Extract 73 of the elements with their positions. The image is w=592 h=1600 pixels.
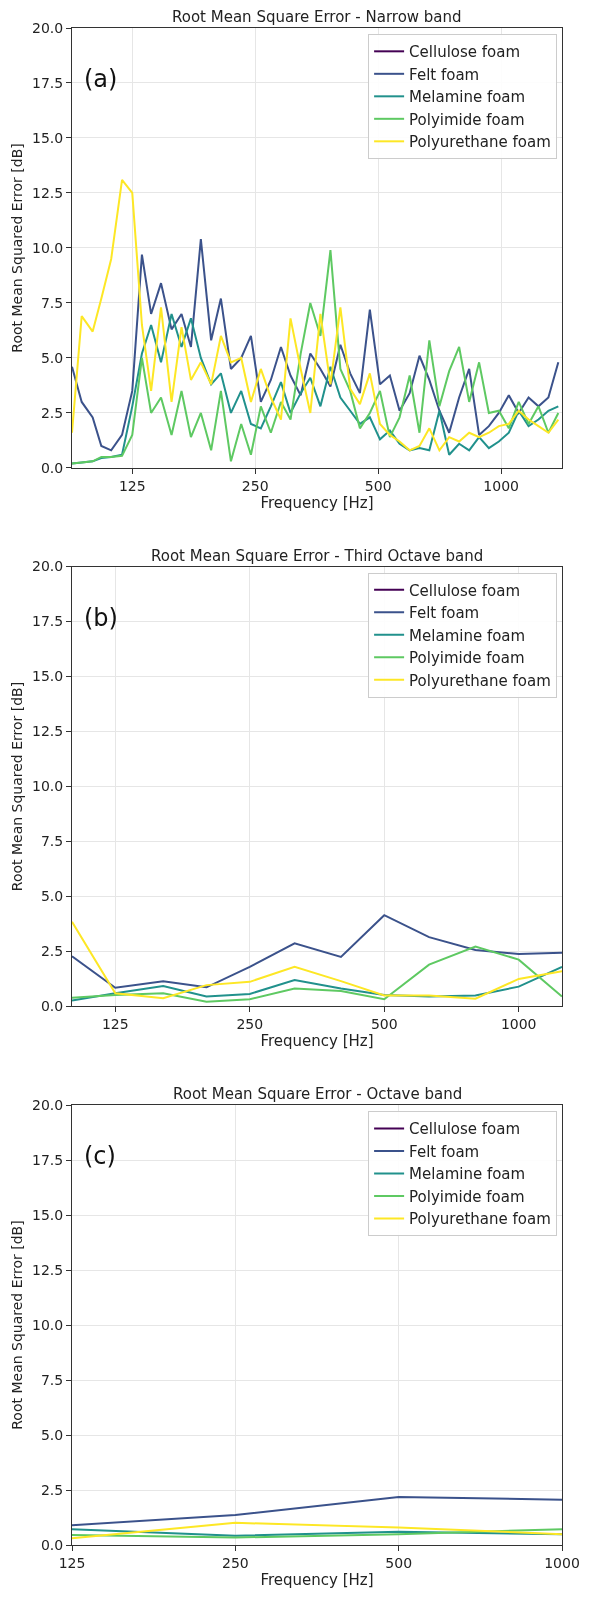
- y-tick-label: 7.5: [40, 294, 64, 311]
- line-series: [72, 178, 560, 452]
- line-series: [72, 1496, 562, 1527]
- annotation: (a): [84, 65, 118, 93]
- x-tick-label: 1000: [500, 1016, 537, 1033]
- y-tick-label: 20.0: [32, 1096, 64, 1113]
- x-tick-label: 250: [221, 1554, 249, 1571]
- x-axis-title: Frequency [Hz]: [260, 1032, 374, 1051]
- annotation: (c): [84, 1142, 116, 1170]
- y-tick-label: 2.5: [40, 404, 64, 421]
- y-tick-label: 0.0: [40, 1536, 64, 1553]
- y-tick-label: 12.5: [32, 184, 64, 201]
- legend-label: Polyurethane foam: [409, 133, 551, 152]
- chart-title: Root Mean Square Error - Third Octave band: [151, 547, 484, 565]
- y-tick-label: 20.0: [32, 558, 64, 575]
- x-tick-label: 1000: [483, 477, 519, 494]
- x-tick-label: 125: [58, 1554, 86, 1571]
- legend-label: Polyurethane foam: [409, 1210, 551, 1229]
- x-tick-label: 250: [241, 477, 269, 494]
- legend-label: Polyimide foam: [409, 649, 525, 668]
- y-tick-label: 0.0: [40, 998, 64, 1015]
- x-tick-label: 125: [101, 1016, 129, 1033]
- legend-label: Cellulose foam: [409, 43, 521, 62]
- y-tick-label: 10.0: [32, 778, 64, 795]
- y-axis-title: Root Mean Squared Error [dB]: [8, 681, 25, 892]
- legend-label: Melamine foam: [409, 626, 526, 645]
- y-tick-label: 10.0: [32, 1316, 64, 1333]
- legend-label: Cellulose foam: [409, 1120, 521, 1139]
- x-axis-title: Frequency [Hz]: [260, 493, 374, 512]
- legend-label: Cellulose foam: [409, 581, 521, 600]
- y-tick-label: 2.5: [40, 943, 64, 960]
- legend-label: Polyimide foam: [409, 1187, 525, 1206]
- y-tick-label: 12.5: [32, 1261, 64, 1278]
- legend-label: Polyimide foam: [409, 110, 525, 129]
- legend-label: Felt foam: [409, 65, 480, 84]
- x-tick-label: 500: [364, 477, 392, 494]
- y-tick-label: 5.0: [40, 349, 64, 366]
- y-tick-label: 2.5: [40, 1481, 64, 1498]
- legend-label: Felt foam: [409, 1142, 480, 1161]
- legend-label: Felt foam: [409, 604, 480, 623]
- y-tick-label: 12.5: [32, 723, 64, 740]
- y-tick-label: 20.0: [32, 19, 64, 36]
- x-tick-label: 500: [370, 1016, 398, 1033]
- y-tick-label: 17.5: [32, 613, 64, 630]
- y-tick-label: 17.5: [32, 1151, 64, 1168]
- legend-label: Melamine foam: [409, 1165, 526, 1184]
- y-tick-label: 5.0: [40, 1426, 64, 1443]
- x-tick-label: 125: [118, 477, 146, 494]
- y-tick-label: 15.0: [32, 1206, 64, 1223]
- chart-title: Root Mean Square Error - Narrow band: [172, 8, 462, 26]
- y-tick-label: 15.0: [32, 668, 64, 685]
- chart-title: Root Mean Square Error - Octave band: [173, 1085, 463, 1103]
- y-axis-title: Root Mean Squared Error [dB]: [8, 1220, 25, 1430]
- x-tick-label: 500: [385, 1554, 413, 1571]
- y-tick-label: 17.5: [32, 74, 64, 91]
- y-tick-label: 7.5: [40, 1371, 64, 1388]
- legend-label: Polyurethane foam: [409, 671, 551, 690]
- line-series: [72, 914, 562, 989]
- x-tick-label: 250: [236, 1016, 264, 1033]
- line-series: [72, 920, 562, 1000]
- x-axis-title: Frequency [Hz]: [260, 1570, 374, 1589]
- y-axis-title: Root Mean Squared Error [dB]: [8, 143, 25, 353]
- line-series: [72, 1521, 562, 1540]
- y-tick-label: 5.0: [40, 888, 64, 905]
- y-tick-label: 7.5: [40, 833, 64, 850]
- line-series: [72, 945, 562, 1003]
- x-tick-label: 1000: [544, 1554, 580, 1571]
- legend-label: Melamine foam: [409, 88, 526, 107]
- y-tick-label: 15.0: [32, 129, 64, 146]
- line-series: [72, 965, 562, 1002]
- y-tick-label: 10.0: [32, 239, 64, 256]
- y-tick-label: 0.0: [40, 459, 64, 476]
- annotation: (b): [84, 604, 118, 632]
